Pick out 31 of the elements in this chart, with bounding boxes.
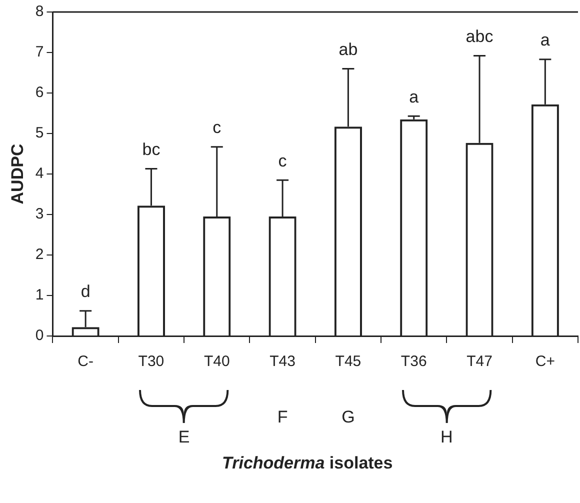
y-tick-label: 2 [35, 246, 44, 264]
text: G [342, 408, 355, 427]
x-tick-label: T43 [270, 353, 296, 370]
annotation: a [409, 87, 420, 106]
y-tick-label: 5 [35, 124, 44, 142]
y-tick-label: 6 [35, 84, 44, 102]
x-tick-label: T47 [466, 353, 492, 370]
annotation: abc [466, 26, 494, 46]
x-tick-label: C+ [535, 353, 556, 370]
x-tick-label: T30 [138, 353, 164, 370]
annotation: bc [142, 140, 161, 159]
annotation: c [278, 151, 288, 170]
text: F [277, 408, 288, 427]
y-axis-title: AUDPC [8, 144, 27, 204]
y-tick-label: 1 [35, 286, 44, 304]
annotation: a [540, 30, 550, 50]
y-tick-label: 7 [35, 44, 44, 61]
x-axis-title: Trichoderma isolates [222, 454, 393, 473]
annotation: ab [338, 40, 358, 59]
x-tick-label: T40 [204, 353, 230, 370]
y-tick-label: 4 [35, 165, 44, 182]
x-tick-label: T45 [335, 353, 362, 370]
x-tick-label: C- [78, 353, 94, 370]
text: E [178, 428, 190, 447]
y-tick-label: 8 [35, 3, 44, 20]
annotation: c [212, 118, 222, 138]
x-tick-label: T36 [400, 353, 427, 370]
y-tick-label: 0 [35, 327, 44, 344]
y-tick-label: 3 [35, 206, 44, 223]
annotation: d [80, 282, 90, 302]
text: H [440, 428, 453, 447]
